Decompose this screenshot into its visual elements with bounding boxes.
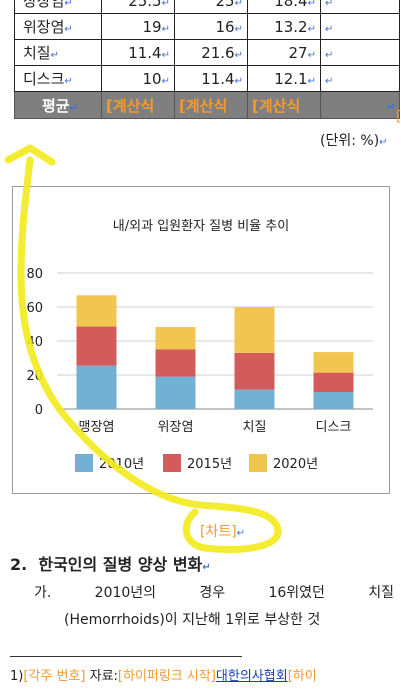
cell-value: 21.6	[201, 43, 235, 62]
cell-value: 13.2	[274, 17, 308, 36]
section-title: 한국인의 질병 양상 변화	[38, 555, 203, 574]
stacked-bar-chart: 내/외과 입원환자 질병 비율 추이 0 20 40 60 80 맹장염 위장염 치질 디스크…	[26, 219, 373, 472]
bar-segment[interactable]	[76, 295, 117, 327]
cell-value: 10	[142, 69, 162, 88]
y-tick-label: 20	[26, 369, 43, 384]
legend-swatch	[249, 454, 267, 472]
table-row: 장장염↵ 25.5↵ 25↵ 18.4↵ ↵	[14, 0, 400, 14]
calc-field[interactable]: [계산식	[247, 91, 321, 119]
cell-value: 25.5	[128, 0, 162, 10]
section-heading: 2. 한국인의 질병 양상 변화↵	[10, 555, 211, 574]
x-tick-label: 맹장염	[79, 420, 115, 435]
x-tick-label: 디스크	[316, 420, 352, 435]
legend-swatch	[75, 454, 93, 472]
footnote-divider	[10, 656, 242, 657]
y-tick-label: 0	[35, 403, 43, 418]
cell-value: 11.4	[201, 69, 235, 88]
average-label: 평균	[42, 96, 70, 115]
footnote-field: [각주 번호]	[23, 669, 86, 684]
cell-value: 18.4	[274, 0, 308, 10]
x-tick-label: 치질	[243, 420, 267, 435]
table-row: 위장염↵ 19↵ 16↵ 13.2↵ ↵	[14, 13, 400, 40]
average-row: 평균↵ [계산식 [계산식 [계산식 ↵	[14, 91, 400, 119]
bar-segment[interactable]	[313, 352, 354, 373]
cell-value: 12.1	[274, 69, 308, 88]
chart-title: 내/외과 입원환자 질병 비율 추이	[113, 219, 289, 234]
calc-field[interactable]: [계산식	[174, 91, 248, 119]
paragraph-line: (Hemorrhoids)이 지난해 1위로 부상한 것	[64, 612, 321, 628]
bar-segment[interactable]	[313, 392, 354, 409]
y-tick-label: 80	[26, 267, 43, 282]
bar-segment[interactable]	[313, 372, 354, 392]
row-label: 위장염	[23, 18, 65, 36]
disease-table: 장장염↵ 25.5↵ 25↵ 18.4↵ ↵ 위장염↵ 19↵ 16↵ 13.2…	[14, 0, 400, 119]
para-word: 2010년의	[94, 585, 157, 601]
legend-label: 2010년	[99, 457, 144, 472]
bar-segment[interactable]	[155, 349, 196, 377]
paragraph-line: 가. 2010년의 경우 16위였던 치질	[34, 582, 394, 602]
hyperlink-field: [하이퍼링크 시작]	[117, 669, 216, 684]
bar-segment[interactable]	[76, 326, 117, 366]
bar-segment[interactable]	[155, 376, 196, 409]
legend-swatch	[163, 454, 181, 472]
cell-value: 11.4	[128, 43, 162, 62]
y-tick-label: 40	[26, 335, 43, 350]
y-tick-label: 60	[26, 301, 43, 316]
cell-value: 27	[288, 43, 308, 62]
cell-value: 25	[215, 0, 235, 10]
bar-segment[interactable]	[234, 352, 275, 390]
calc-field[interactable]: [계산식	[101, 91, 175, 119]
cell-value: 16	[215, 17, 235, 36]
bar-segment[interactable]	[155, 327, 196, 350]
footnote-link[interactable]: 대한의사협회	[215, 669, 288, 684]
legend-label: 2015년	[187, 457, 232, 472]
table-row: 치질↵ 11.4↵ 21.6↵ 27↵ ↵	[14, 39, 400, 66]
legend-label: 2020년	[273, 457, 318, 472]
footnote: 1)[각주 번호] 자료:[하이퍼링크 시작]대한의사협회[하이	[10, 669, 317, 684]
chart-frame[interactable]: 내/외과 입원환자 질병 비율 추이 0 20 40 60 80 맹장염 위장염 치질 디스크…	[12, 186, 390, 494]
cell-value: 19	[142, 17, 162, 36]
unit-label: (단위: %)↵	[320, 133, 388, 149]
para-word: 치질	[368, 585, 394, 601]
bar-segment[interactable]	[234, 307, 275, 353]
row-label: 디스크	[23, 70, 65, 88]
x-tick-label: 위장염	[158, 420, 194, 435]
table-row: 디스크↵ 10↵ 11.4↵ 12.1↵ ↵	[14, 65, 400, 92]
row-label: 장장염	[23, 0, 65, 10]
bar-segment[interactable]	[234, 389, 275, 409]
para-word: 경우	[199, 585, 226, 601]
chart-caption: [차트]↵	[200, 524, 246, 540]
para-word: 16위였던	[268, 585, 325, 601]
row-label: 치질	[23, 44, 51, 62]
bar-segment[interactable]	[76, 365, 117, 409]
field-marker: [	[396, 109, 401, 125]
para-marker: 가.	[34, 585, 52, 601]
